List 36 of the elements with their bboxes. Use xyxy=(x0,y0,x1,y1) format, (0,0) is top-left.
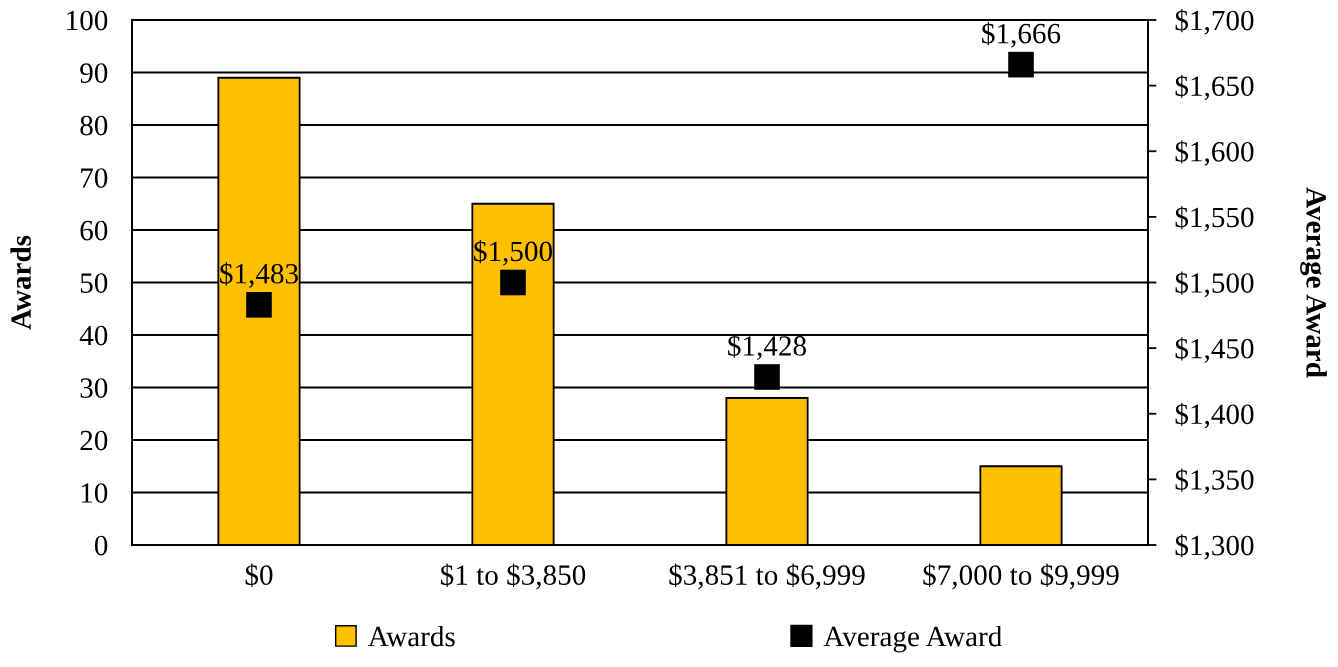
y-tick-label: 50 xyxy=(80,273,108,293)
y2-tick-label: $1,450 xyxy=(1175,337,1254,363)
legend-label: Awards xyxy=(368,625,455,647)
x-tick-label: $1 to $3,850 xyxy=(440,563,586,590)
data-label: $1,666 xyxy=(982,22,1061,48)
legend-label: Average Award xyxy=(823,625,1002,653)
x-tick-label: $3,851 to $6,999 xyxy=(669,563,865,590)
y-tick-label: 100 xyxy=(67,10,108,31)
y2-tick-label: $1,300 xyxy=(1175,534,1254,560)
data-label: $1,483 xyxy=(220,262,298,288)
y-tick-label: 60 xyxy=(80,220,108,241)
y2-tick-label: $1,500 xyxy=(1175,271,1254,298)
y2-tick-label: $1,650 xyxy=(1175,74,1254,101)
y-tick-label: 80 xyxy=(80,115,108,136)
y-tick-label: 0 xyxy=(94,535,108,556)
x-tick-label: $7,000 to $9,999 xyxy=(923,563,1119,590)
y-tick-label: 90 xyxy=(80,63,108,83)
y2-tick-label: $1,350 xyxy=(1175,468,1254,494)
y-tick-label: 20 xyxy=(80,430,108,451)
data-label: $1,428 xyxy=(728,334,806,360)
y2-tick-label: $1,400 xyxy=(1175,402,1254,429)
x-tick-label: $0 xyxy=(245,563,273,587)
y-tick-label: 10 xyxy=(81,483,108,503)
point xyxy=(500,269,526,296)
y-axis-title: Awards xyxy=(10,235,31,330)
y2-axis-title: Average Award xyxy=(1300,187,1327,378)
data-label: $1,500 xyxy=(474,239,552,266)
y2-tick-label: $1,550 xyxy=(1175,205,1254,232)
point xyxy=(246,292,272,318)
point xyxy=(754,364,780,390)
y2-tick-label: $1,700 xyxy=(1175,9,1254,35)
y-tick-label: 40 xyxy=(79,325,108,346)
y2-tick-label: $1,600 xyxy=(1175,140,1254,166)
y-tick-label: 30 xyxy=(80,378,108,398)
y-tick-label: 70 xyxy=(81,168,108,188)
point xyxy=(1008,51,1034,78)
